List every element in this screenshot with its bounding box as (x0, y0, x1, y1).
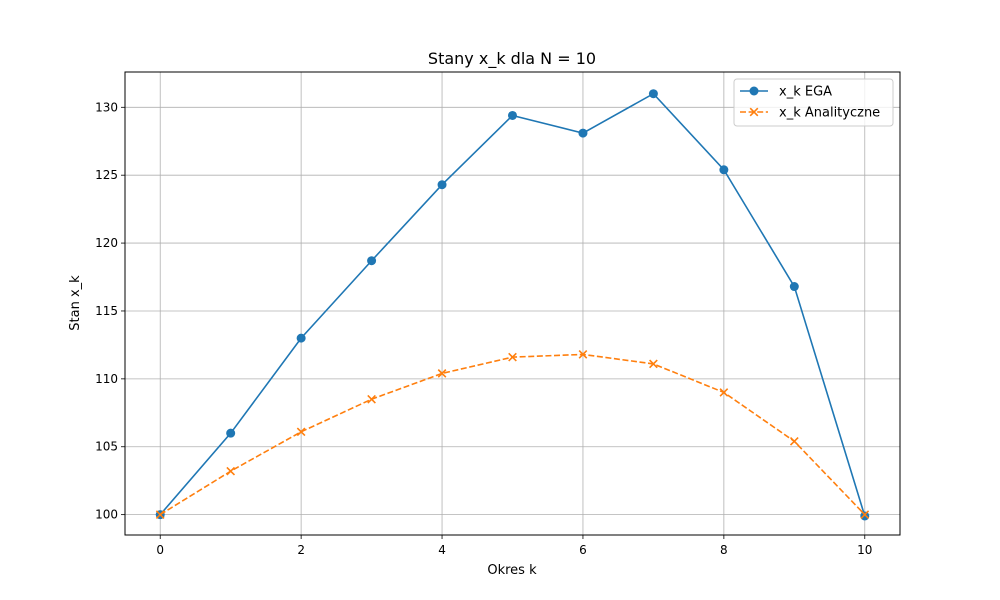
legend-swatch-marker (749, 107, 759, 117)
legend-label: x_k Analityczne (779, 106, 880, 121)
data-point (860, 511, 870, 521)
data-point (719, 165, 729, 175)
legend-item: x_k EGA (740, 85, 832, 100)
data-point (226, 428, 236, 438)
data-point (226, 466, 236, 476)
y-tick-label: 105 (95, 440, 118, 454)
data-point (296, 333, 306, 343)
y-tick-label: 130 (95, 100, 118, 114)
data-point (367, 394, 376, 404)
data-point (437, 180, 447, 190)
y-tick-label: 110 (95, 372, 118, 386)
data-point (789, 282, 799, 292)
data-point (367, 256, 377, 266)
data-point (155, 510, 165, 519)
x-tick-label: 6 (579, 543, 587, 557)
y-axis-label: Stan x_k (68, 275, 83, 331)
data-point (789, 436, 799, 446)
series-analityczne (155, 350, 870, 519)
y-tick-label: 115 (95, 304, 118, 318)
x-tick-label: 2 (297, 543, 305, 557)
grid (125, 72, 900, 535)
plot-frame (124, 71, 901, 536)
x-axis-label: Okres k (487, 563, 537, 578)
y-tick-label: 120 (95, 236, 118, 250)
data-point (508, 110, 517, 120)
x-tick-label: 4 (438, 543, 446, 557)
data-point (719, 388, 729, 397)
legend: x_k EGA x_k Analityczne (733, 78, 894, 127)
legend-label: x_k EGA (779, 85, 832, 100)
data-point (578, 128, 588, 138)
legend-box (733, 78, 894, 127)
data-point (860, 510, 870, 519)
data-point (508, 352, 517, 362)
data-point (578, 350, 588, 359)
y-tick-label: 100 (95, 508, 118, 522)
data-point (437, 369, 447, 378)
x-tick-label: 8 (720, 543, 728, 557)
data-point (649, 359, 658, 369)
series-layer (155, 89, 870, 521)
chart-title: Stany x_k dla N = 10 (428, 49, 596, 69)
legend-swatch-marker (749, 86, 759, 96)
data-point (648, 89, 658, 99)
legend-item: x_k Analityczne (740, 106, 880, 121)
x-tick-label: 0 (156, 543, 164, 557)
axis-ticks: 0 2 4 6 8 10 100 105 110 115 120 125 130 (95, 100, 872, 557)
y-tick-label: 125 (95, 168, 118, 182)
data-point (296, 427, 306, 437)
x-tick-label: 10 (857, 543, 872, 557)
